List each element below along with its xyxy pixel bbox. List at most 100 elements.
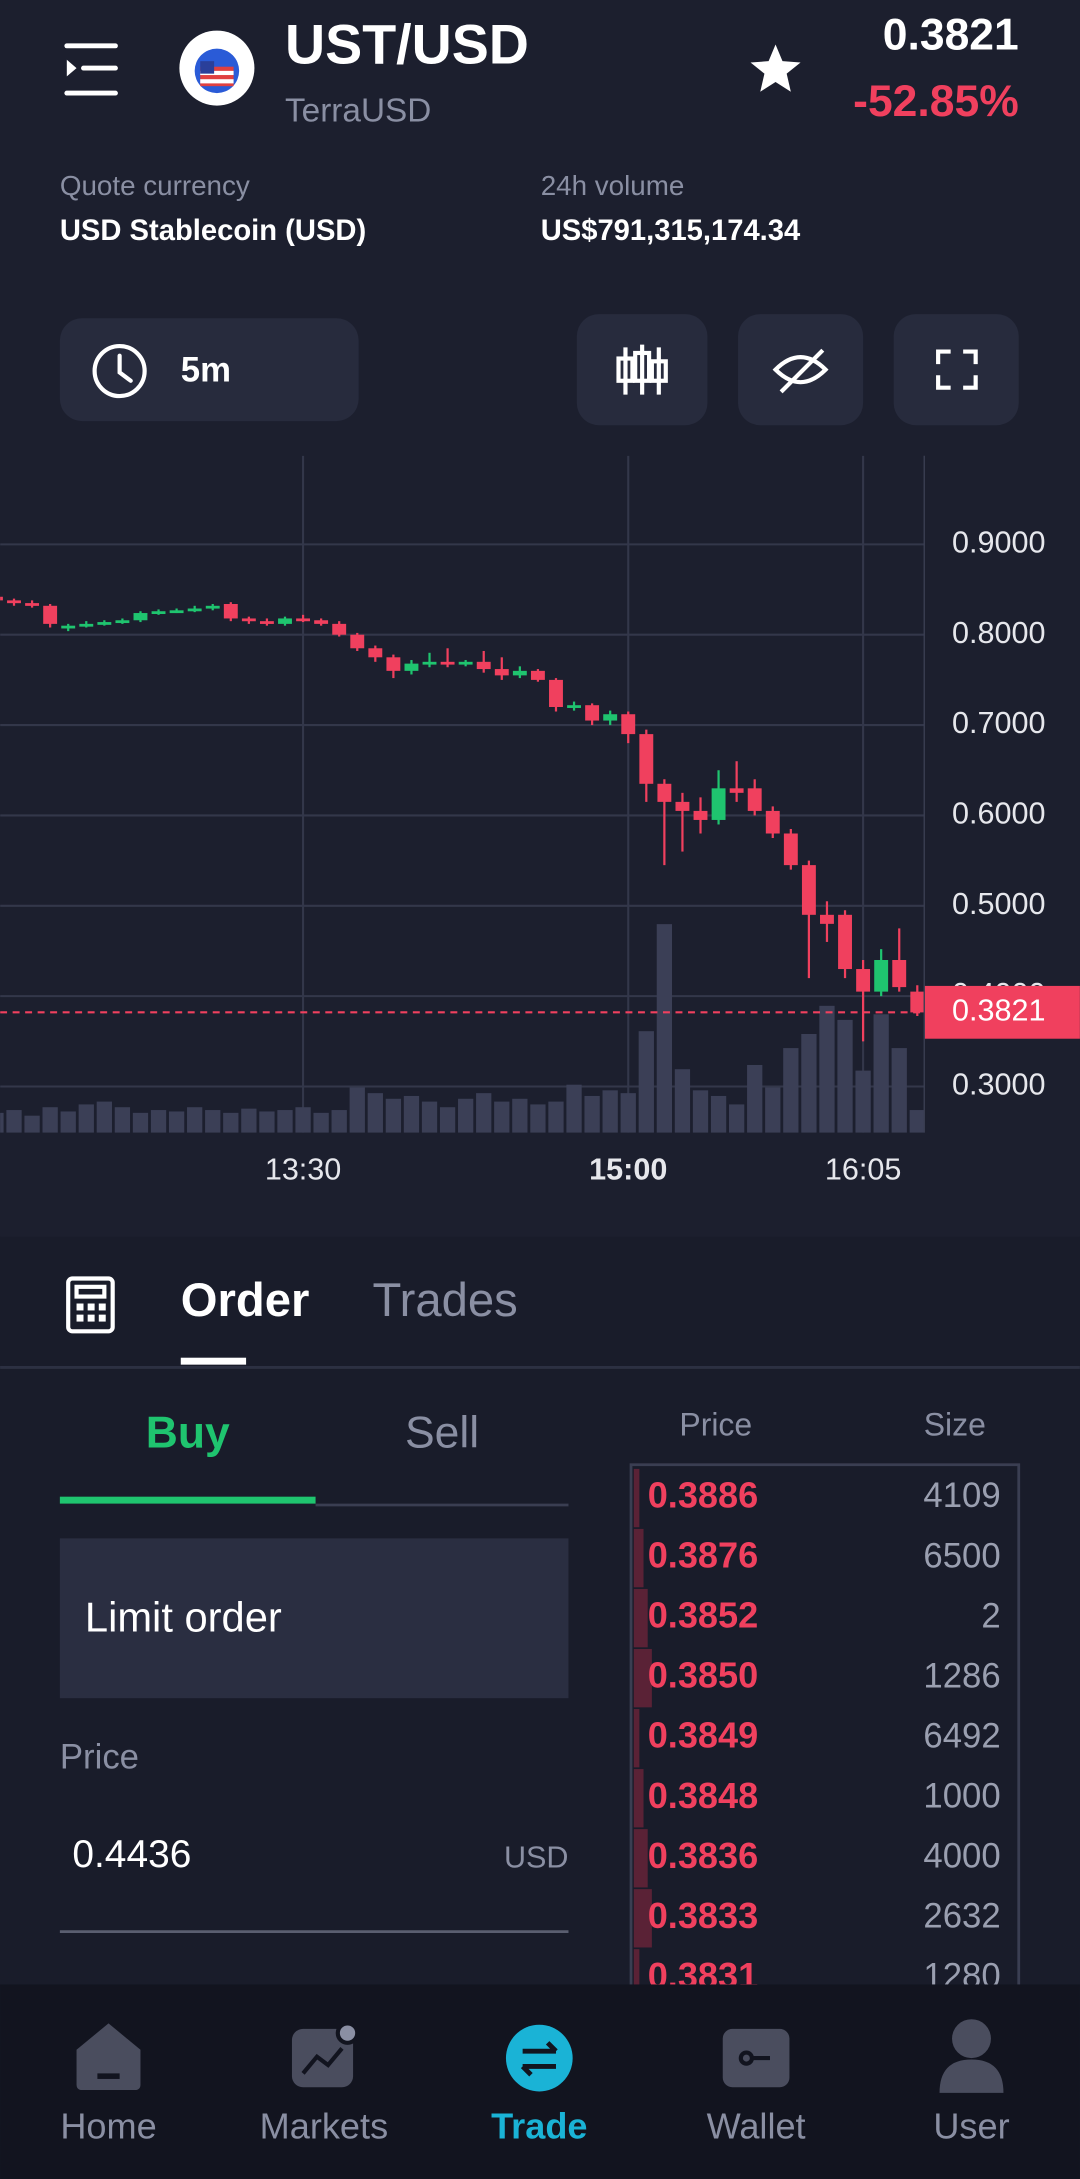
chart-type-button[interactable] (576, 314, 708, 426)
last-price: 0.3821 (883, 10, 1019, 59)
candlestick-chart: 0.30000.40000.50000.60000.70000.80000.90… (0, 455, 1080, 1187)
tab[interactable]: Trades (373, 1274, 518, 1327)
y-tick-label: 0.3000 (952, 1068, 1045, 1102)
candle-body (368, 648, 383, 658)
volume-bar (728, 1104, 745, 1133)
volume-bar (403, 1095, 420, 1133)
volume-bar (313, 1112, 329, 1133)
ask-size: 4109 (923, 1477, 1000, 1515)
candle-body (151, 611, 166, 615)
candle-body (892, 959, 907, 988)
depth-bar (633, 1648, 652, 1708)
depth-bar (633, 1949, 640, 2008)
candle-body (530, 670, 545, 680)
price-unit: USD (504, 1840, 569, 1874)
candle-body (621, 714, 636, 735)
calculator-button[interactable] (66, 1276, 115, 1334)
pair-title: UST/USD (285, 13, 529, 75)
volume-bar (494, 1101, 510, 1133)
price-input[interactable]: 0.4436 (72, 1833, 191, 1876)
candle-body (278, 618, 292, 624)
coin-name: TerraUSD (285, 92, 431, 129)
nav-label[interactable]: Markets (260, 2106, 388, 2147)
volume-bar (909, 1110, 925, 1133)
depth-bar (633, 1588, 648, 1648)
candle-body (296, 618, 311, 622)
side-indicator (59, 1496, 316, 1504)
volume-bar (837, 1019, 853, 1133)
order-book: 0.3886 4109 0.3876 6500 0.3852 2 0.3850 1286 0.3… (633, 1468, 1001, 2008)
interval-button[interactable]: 5m (59, 318, 359, 422)
candle-body (314, 620, 329, 624)
candle-body (458, 661, 473, 665)
y-tick-label: 0.7000 (952, 706, 1045, 740)
candle-body (7, 600, 21, 604)
candle-body (585, 705, 600, 721)
volume-bar (295, 1107, 311, 1133)
volume-bar (620, 1093, 636, 1133)
ask-price: 0.3852 (648, 1595, 759, 1636)
volume-bar (548, 1101, 564, 1133)
depth-bar (633, 1889, 652, 1948)
y-tick-label: 0.8000 (952, 616, 1045, 650)
candle-body (603, 714, 618, 721)
candle-body (549, 679, 563, 708)
menu-button[interactable] (64, 43, 118, 96)
tab-indicator (180, 1357, 247, 1365)
order-type-select[interactable] (59, 1538, 569, 1699)
favorite-star[interactable] (750, 44, 801, 92)
price-change: -52.85% (853, 77, 1019, 126)
candle-body (386, 657, 401, 671)
tab[interactable]: Order (181, 1274, 310, 1327)
candle-body (97, 622, 112, 625)
ask-price: 0.3836 (648, 1835, 759, 1876)
depth-bar (633, 1468, 640, 1528)
nav-label[interactable]: Wallet (707, 2106, 806, 2147)
candle-body (115, 620, 130, 624)
candle-body (332, 623, 347, 635)
candle-body (512, 670, 527, 676)
last-price-label: 0.3821 (952, 993, 1045, 1027)
fullscreen-button[interactable] (893, 314, 1019, 426)
volume-bar (638, 1031, 654, 1133)
volume-bar (96, 1101, 112, 1133)
volume-bar (168, 1111, 185, 1133)
candle-body (43, 605, 58, 624)
candle-body (0, 596, 3, 601)
candle-body (783, 833, 798, 866)
volume-bar (24, 1115, 40, 1133)
volume-bar (855, 1070, 871, 1133)
ask-price: 0.3848 (648, 1775, 759, 1816)
volume-bar (458, 1098, 474, 1133)
candle-body (765, 810, 780, 834)
volume-bar (873, 1014, 889, 1133)
candle-body (133, 613, 148, 621)
column-header: Price (679, 1407, 752, 1443)
volume-bar (692, 1090, 709, 1133)
stat-label: 24h volume (541, 170, 685, 201)
candle-body (910, 991, 925, 1013)
volume-bar (512, 1098, 528, 1133)
nav-label[interactable]: Trade (491, 2106, 587, 2147)
volume-bar (891, 1048, 907, 1133)
hide-button[interactable] (738, 314, 864, 426)
nav-label[interactable]: User (933, 2106, 1009, 2147)
side-tab[interactable]: Buy (146, 1408, 230, 1457)
column-header: Size (924, 1407, 986, 1443)
candle-body (350, 634, 365, 649)
volume-bar (78, 1104, 94, 1133)
candle-body (169, 610, 184, 614)
volume-bar (819, 1005, 835, 1133)
side-tab[interactable]: Sell (405, 1408, 479, 1457)
candle-body (25, 603, 40, 606)
candle-body (440, 661, 455, 665)
candle-body (422, 661, 437, 665)
volume-bar (42, 1107, 58, 1133)
nav-icon (76, 2019, 1004, 2093)
volume-bar (602, 1090, 618, 1133)
nav-label[interactable]: Home (60, 2106, 156, 2147)
order-type: Limit order (85, 1593, 282, 1640)
candle-body (820, 914, 834, 924)
candle-body (79, 623, 94, 627)
ask-price: 0.3849 (648, 1715, 759, 1756)
